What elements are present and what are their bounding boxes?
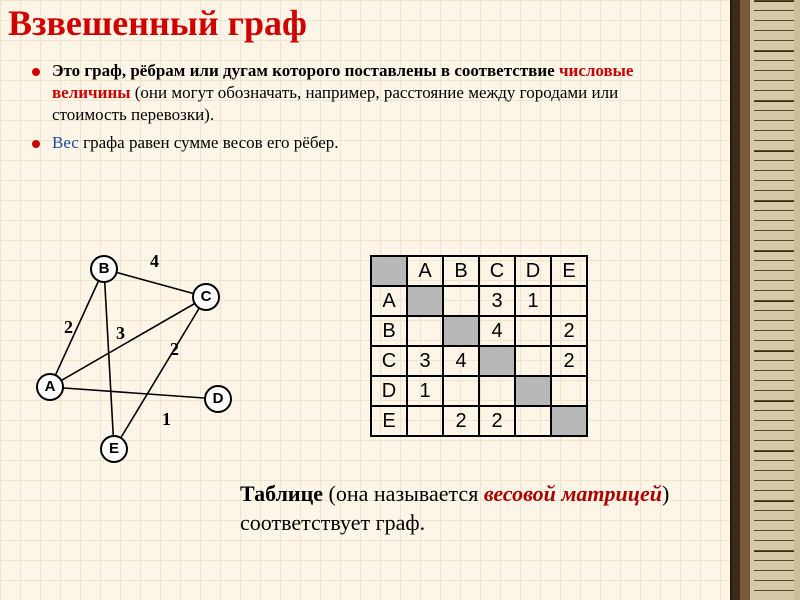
bullet-item: Вес графа равен сумме весов его рёбер. (32, 132, 692, 154)
matrix-cell (551, 406, 587, 436)
graph-node: A (36, 373, 64, 401)
caption-plain: (она называется (323, 481, 484, 506)
graph-node: C (192, 283, 220, 311)
bullet-suffix: (они могут обозначать, например, расстоя… (52, 83, 618, 124)
graph-diagram: A B C D E 4 2 3 2 1 (20, 245, 250, 465)
matrix-col-header: A (407, 256, 443, 286)
matrix-cell (407, 316, 443, 346)
matrix-cell: 2 (551, 316, 587, 346)
caption-bold: Таблице (240, 481, 323, 506)
matrix-cell: 2 (551, 346, 587, 376)
matrix-cell (515, 406, 551, 436)
matrix-row-header: D (371, 376, 407, 406)
bullet-list: Это граф, рёбрам или дугам которого пост… (32, 60, 692, 160)
matrix-row-header: C (371, 346, 407, 376)
bullet-suffix: графа равен сумме весов его рёбер. (79, 133, 339, 152)
matrix-cell (551, 286, 587, 316)
bullet-dot-icon (32, 140, 40, 148)
matrix-corner-cell (371, 256, 407, 286)
bullet-text: Это граф, рёбрам или дугам которого пост… (52, 60, 692, 126)
matrix-cell (515, 376, 551, 406)
bullet-text: Вес графа равен сумме весов его рёбер. (52, 132, 339, 154)
matrix-cell: 4 (443, 346, 479, 376)
matrix-cell (407, 286, 443, 316)
matrix-cell (479, 376, 515, 406)
weight-matrix-table: ABCDEA31B42C342D1E22 (370, 255, 588, 437)
bullet-item: Это граф, рёбрам или дугам которого пост… (32, 60, 692, 126)
page-title: Взвешенный граф (8, 2, 307, 44)
edge-weight-label: 2 (64, 317, 73, 338)
edge-weight-label: 4 (150, 251, 159, 272)
matrix-cell (407, 406, 443, 436)
matrix-cell (479, 346, 515, 376)
matrix-col-header: B (443, 256, 479, 286)
matrix-col-header: C (479, 256, 515, 286)
matrix-cell: 2 (479, 406, 515, 436)
matrix-cell (551, 376, 587, 406)
matrix-cell: 3 (479, 286, 515, 316)
matrix-col-header: E (551, 256, 587, 286)
matrix-col-header: D (515, 256, 551, 286)
matrix-row-header: B (371, 316, 407, 346)
matrix-cell: 3 (407, 346, 443, 376)
edge-weight-label: 3 (116, 323, 125, 344)
matrix-cell: 1 (515, 286, 551, 316)
matrix-cell: 4 (479, 316, 515, 346)
bullet-emphasis: Вес (52, 133, 79, 152)
matrix-cell: 1 (407, 376, 443, 406)
matrix-cell (443, 286, 479, 316)
matrix-cell (443, 316, 479, 346)
matrix-cell: 2 (443, 406, 479, 436)
caption-text: Таблице (она называется весовой матрицей… (240, 480, 670, 537)
graph-node: D (204, 385, 232, 413)
matrix-row-header: E (371, 406, 407, 436)
matrix-row-header: A (371, 286, 407, 316)
bullet-prefix: Это граф, рёбрам или дугам которого пост… (52, 61, 559, 80)
bullet-dot-icon (32, 68, 40, 76)
graph-edges-svg (20, 245, 250, 465)
graph-node: E (100, 435, 128, 463)
edge-weight-label: 2 (170, 339, 179, 360)
edge-weight-label: 1 (162, 409, 171, 430)
caption-italic-red: весовой матрицей (484, 481, 662, 506)
ruler-decoration (730, 0, 800, 600)
matrix-cell (515, 346, 551, 376)
matrix-cell (515, 316, 551, 346)
graph-node: B (90, 255, 118, 283)
matrix-cell (443, 376, 479, 406)
